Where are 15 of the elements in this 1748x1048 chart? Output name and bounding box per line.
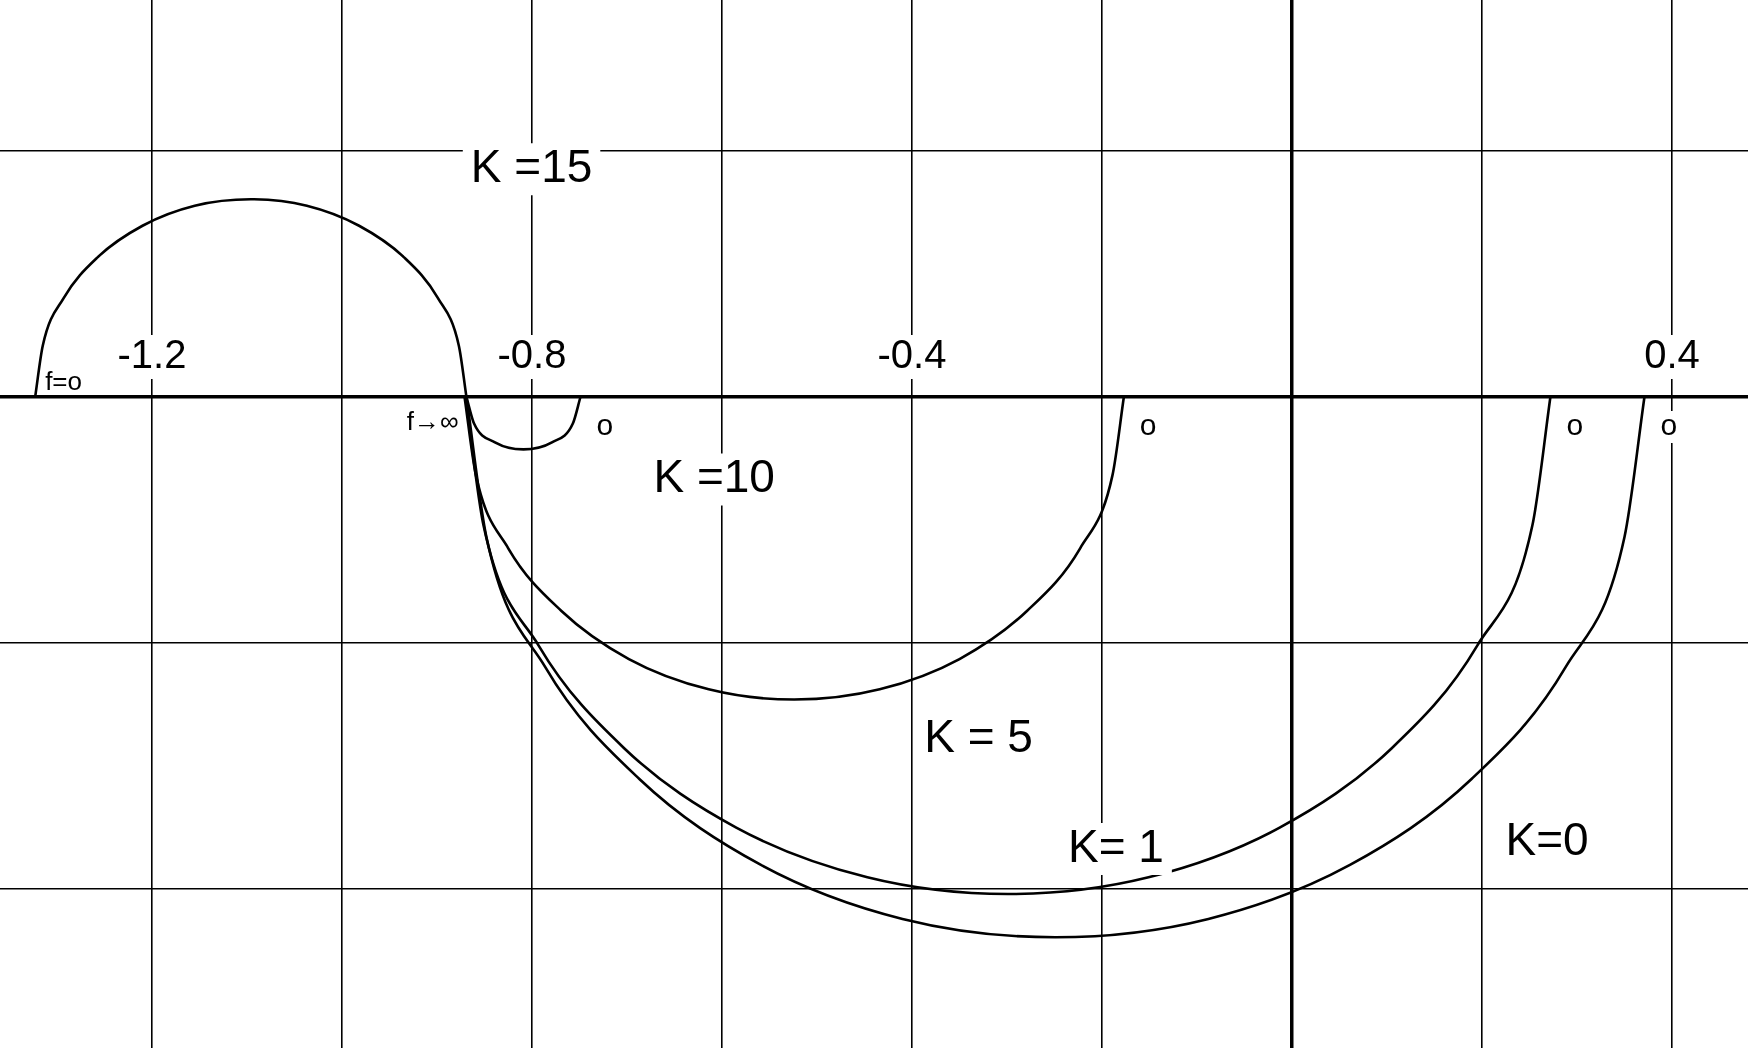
- series-label: K= 1: [1067, 819, 1164, 872]
- text: K =15: [470, 139, 593, 192]
- annotation: o: [1139, 408, 1157, 442]
- x-tick-label: -0.8: [497, 332, 567, 377]
- annotation: o: [596, 408, 614, 442]
- x-tick-label: -1.2: [117, 332, 187, 377]
- annotation: f=o: [45, 366, 83, 397]
- series-label: K = 5: [924, 710, 1033, 763]
- x-tick-label: 0.4: [1644, 332, 1700, 377]
- series-label: K =10: [653, 450, 775, 503]
- annotation: o: [1566, 408, 1584, 442]
- series-label: K=0: [1505, 812, 1589, 865]
- annotation: f→∞: [406, 406, 459, 437]
- x-tick-label: -0.4: [877, 332, 947, 377]
- annotation: o: [1660, 408, 1678, 442]
